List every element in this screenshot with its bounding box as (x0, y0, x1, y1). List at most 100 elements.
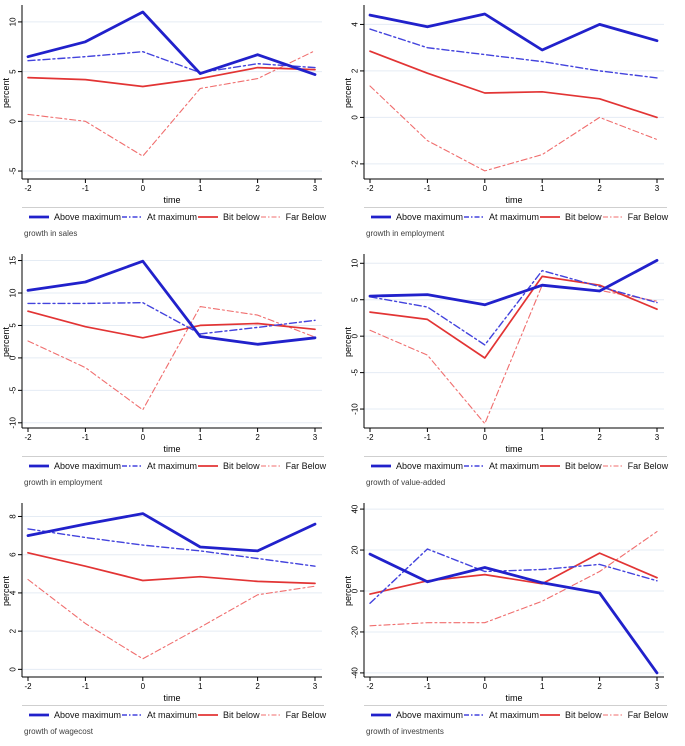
svg-text:2: 2 (255, 184, 260, 193)
legend: Above maximum At maximum Bit below Far Belo… (364, 705, 669, 720)
legend-label: Bit below (565, 710, 602, 720)
chart-panel-growth-of-investments: -40 -20 0 20 40 -2 -1 0 1 2 3 percent time Above max… (342, 498, 685, 746)
legend-label: Bit below (565, 461, 602, 471)
legend-label: Bit below (223, 461, 260, 471)
legend-key-line-at-maximum (122, 465, 143, 467)
legend-label: At maximum (147, 461, 198, 471)
svg-text:15: 15 (9, 256, 18, 265)
y-tick-labels: -40 -20 0 20 40 (351, 504, 364, 679)
svg-text:-2: -2 (366, 184, 374, 193)
legend-item-bit-below: Bit below (539, 710, 602, 720)
y-tick-labels: -5 0 5 10 (8, 17, 22, 175)
series-line-above-maximum (368, 552, 659, 675)
svg-text:-1: -1 (82, 433, 90, 442)
svg-text:1: 1 (540, 682, 545, 691)
svg-text:-1: -1 (82, 682, 90, 691)
legend-label: At maximum (489, 461, 540, 471)
legend-item-at-maximum: At maximum (121, 212, 197, 222)
series-line-at-maximum (369, 269, 658, 346)
series-line-bit-below (27, 66, 316, 88)
svg-text:3: 3 (313, 184, 318, 193)
series-line-bit-below (369, 275, 658, 359)
x-axis-title: time (505, 693, 522, 703)
svg-text:0: 0 (351, 588, 360, 593)
svg-text:-2: -2 (24, 433, 32, 442)
svg-text:-1: -1 (424, 433, 432, 442)
x-axis-title: time (163, 693, 180, 703)
legend-item-above-maximum: Above maximum (370, 461, 463, 471)
legend-key-line-above-maximum (29, 464, 49, 468)
legend-item-at-maximum: At maximum (463, 710, 539, 720)
svg-text:0: 0 (9, 119, 18, 124)
legend-item-above-maximum: Above maximum (28, 212, 121, 222)
svg-text:0: 0 (351, 115, 360, 120)
legend: Above maximum At maximum Bit below Far Belo… (22, 207, 326, 222)
gridlines (364, 262, 664, 410)
y-tick-labels: -2 0 2 4 (351, 22, 364, 167)
svg-text:2: 2 (597, 682, 602, 691)
svg-text:-1: -1 (424, 184, 432, 193)
plot-area-growth-of-wagecost: 0 2 4 6 8 -2 -1 0 1 2 3 percent time (1, 503, 322, 703)
legend-item-at-maximum: At maximum (463, 461, 539, 471)
legend-label: At maximum (489, 710, 540, 720)
gridlines (22, 21, 322, 172)
svg-text:0: 0 (483, 433, 488, 442)
legend-key-line-above-maximum (371, 215, 391, 219)
gridlines (364, 23, 664, 165)
svg-text:-40: -40 (351, 667, 360, 679)
x-tick-labels: -2 -1 0 1 2 3 (366, 677, 660, 691)
legend-label: Above maximum (54, 710, 122, 720)
svg-text:-5: -5 (9, 386, 18, 394)
series-line-bit-below (27, 551, 316, 585)
svg-text:5: 5 (9, 323, 18, 328)
legend-label: Bit below (223, 212, 260, 222)
legend-label: Far Below (285, 710, 327, 720)
legend-key-line-at-maximum (464, 465, 485, 467)
series-line-far-below (369, 531, 658, 627)
svg-text:-10: -10 (351, 403, 360, 415)
legend-label: Above maximum (396, 461, 464, 471)
y-axis-title: percent (343, 77, 353, 108)
svg-text:8: 8 (9, 514, 18, 519)
svg-text:2: 2 (255, 682, 260, 691)
legend-item-at-maximum: At maximum (121, 710, 197, 720)
legend-label: Far Below (627, 710, 669, 720)
legend-item-above-maximum: Above maximum (370, 710, 463, 720)
legend-label: Above maximum (54, 461, 122, 471)
legend-label: At maximum (147, 710, 198, 720)
svg-text:-2: -2 (366, 433, 374, 442)
legend-item-at-maximum: At maximum (463, 212, 539, 222)
legend-item-bit-below: Bit below (539, 461, 602, 471)
x-tick-labels: -2 -1 0 1 2 3 (24, 428, 318, 442)
svg-text:0: 0 (9, 667, 18, 672)
svg-text:0: 0 (141, 433, 146, 442)
legend-key-line-at-maximum (122, 216, 143, 218)
svg-text:1: 1 (198, 184, 203, 193)
chart-panel-growth-of-wagecost: 0 2 4 6 8 -2 -1 0 1 2 3 percent time Above maximum At… (0, 498, 342, 746)
legend-label: Bit below (565, 212, 602, 222)
svg-text:1: 1 (198, 433, 203, 442)
series-line-above-maximum (26, 259, 317, 346)
legend-key-line-above-maximum (371, 464, 391, 468)
svg-text:6: 6 (9, 552, 18, 557)
svg-text:-2: -2 (366, 682, 374, 691)
svg-text:0: 0 (141, 184, 146, 193)
chart-caption: growth in sales (24, 229, 78, 238)
svg-text:0: 0 (351, 333, 360, 338)
svg-text:5: 5 (351, 297, 360, 302)
svg-text:-20: -20 (351, 626, 360, 638)
chart-caption: growth of wagecost (24, 727, 93, 736)
svg-text:1: 1 (540, 184, 545, 193)
svg-text:40: 40 (351, 504, 360, 513)
y-tick-labels: 0 2 4 6 8 (9, 514, 22, 672)
y-axis-title: percent (1, 575, 11, 606)
svg-text:3: 3 (313, 682, 318, 691)
x-tick-labels: -2 -1 0 1 2 3 (24, 179, 318, 193)
svg-text:10: 10 (351, 258, 360, 267)
legend-label: Far Below (285, 461, 327, 471)
y-axis-title: percent (1, 77, 11, 108)
legend-item-above-maximum: Above maximum (28, 710, 121, 720)
